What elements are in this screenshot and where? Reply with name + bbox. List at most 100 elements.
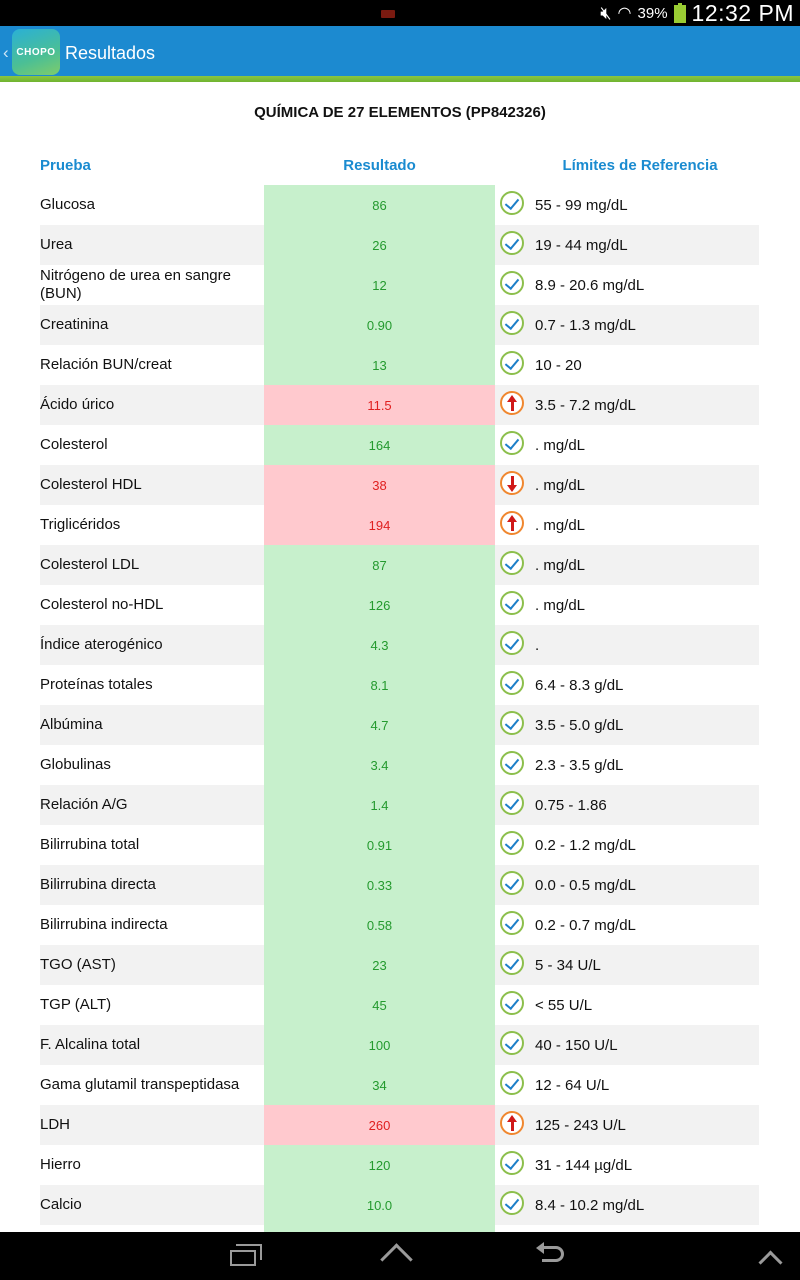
reference-range: 0.7 - 1.3 mg/dL: [535, 316, 636, 334]
check-circle-icon: [500, 1151, 524, 1175]
results-table: Glucosa 86 55 - 99 mg/dL Urea 26 19 - 44 mg/d…: [40, 185, 759, 1232]
reference-range: 2.3 - 3.5 g/dL: [535, 756, 624, 774]
table-row: Glucosa 86 55 - 99 mg/dL: [40, 185, 759, 225]
table-row: Proteínas totales 8.1 6.4 - 8.3 g/dL: [40, 665, 759, 705]
result-value: 45: [264, 985, 495, 1025]
check-circle-icon: [500, 231, 524, 255]
table-row: TGP (ALT) 45 < 55 U/L: [40, 985, 759, 1025]
reference-range: 0.0 - 0.5 mg/dL: [535, 876, 636, 894]
result-value: 87: [264, 545, 495, 585]
reference-range: 55 - 99 mg/dL: [535, 196, 628, 214]
test-name: Glucosa: [40, 196, 96, 213]
check-circle-icon: [500, 711, 524, 735]
check-circle-icon: [500, 1031, 524, 1055]
table-row: Nitrógeno de urea en sangre (BUN) 12 8.9 -…: [40, 265, 759, 305]
reference-range: 8.9 - 20.6 mg/dL: [535, 276, 645, 294]
reference-range: 5 - 34 U/L: [535, 956, 601, 974]
results-content[interactable]: QUÍMICA DE 27 ELEMENTOS (PP842326) Prueb…: [0, 82, 800, 1232]
check-circle-icon: [500, 671, 524, 695]
check-circle-icon: [500, 751, 524, 775]
test-name: [40, 1225, 260, 1232]
test-name: Triglicéridos: [40, 516, 121, 533]
test-name: TGP (ALT): [40, 996, 112, 1013]
reference-range: 6.4 - 8.3 g/dL: [535, 676, 624, 694]
arrow-down-circle-icon: [500, 471, 524, 495]
table-row: [40, 1225, 759, 1232]
table-row: Colesterol 164 . mg/dL: [40, 425, 759, 465]
table-row: Gama glutamil transpeptidasa 34 12 - 64 U/…: [40, 1065, 759, 1105]
check-circle-icon: [500, 1071, 524, 1095]
table-row: Colesterol no-HDL 126 . mg/dL: [40, 585, 759, 625]
reference-range: .: [535, 636, 540, 654]
app-logo[interactable]: CHOPO: [12, 29, 60, 75]
test-name: Bilirrubina total: [40, 836, 140, 853]
reference-range: 19 - 44 mg/dL: [535, 236, 628, 254]
table-row: Ácido úrico 11.5 3.5 - 7.2 mg/dL: [40, 385, 759, 425]
reference-range: . mg/dL: [535, 596, 586, 614]
result-value: [264, 1225, 495, 1232]
result-value: 11.5: [264, 385, 495, 425]
result-value: 100: [264, 1025, 495, 1065]
reference-range: . mg/dL: [535, 516, 586, 534]
check-circle-icon: [500, 631, 524, 655]
test-name: Índice aterogénico: [40, 636, 163, 653]
test-name: Nitrógeno de urea en sangre (BUN): [40, 267, 231, 302]
check-circle-icon: [500, 791, 524, 815]
reference-range: 0.75 - 1.86: [535, 796, 607, 814]
reference-range: . mg/dL: [535, 476, 586, 494]
test-name: Colesterol HDL: [40, 476, 142, 493]
status-time: 12:32 PM: [691, 0, 794, 26]
navigation-bar: [0, 1232, 800, 1280]
reference-range: . mg/dL: [535, 436, 586, 454]
reference-range: 10 - 20: [535, 356, 582, 374]
status-indicators: 🔇︎ ◠ 39% 12:32 PM: [600, 0, 794, 26]
result-value: 164: [264, 425, 495, 465]
check-circle-icon: [500, 871, 524, 895]
test-name: Proteínas totales: [40, 676, 153, 693]
check-circle-icon: [500, 551, 524, 575]
table-row: Hierro 120 31 - 144 µg/dL: [40, 1145, 759, 1185]
check-circle-icon: [500, 1191, 524, 1215]
action-bar: ‹ CHOPO Resultados: [0, 26, 800, 76]
table-row: Relación BUN/creat 13 10 - 20: [40, 345, 759, 385]
table-row: Albúmina 4.7 3.5 - 5.0 g/dL: [40, 705, 759, 745]
test-name: LDH: [40, 1116, 71, 1133]
table-row: TGO (AST) 23 5 - 34 U/L: [40, 945, 759, 985]
reference-range: 125 - 243 U/L: [535, 1116, 626, 1134]
test-name: Gama glutamil transpeptidasa: [40, 1076, 240, 1093]
result-value: 3.4: [264, 745, 495, 785]
check-circle-icon: [500, 311, 524, 335]
check-circle-icon: [500, 911, 524, 935]
table-row: Bilirrubina directa 0.33 0.0 - 0.5 mg/dL: [40, 865, 759, 905]
test-name: Bilirrubina indirecta: [40, 916, 168, 933]
result-value: 26: [264, 225, 495, 265]
result-value: 34: [264, 1065, 495, 1105]
test-name: Relación BUN/creat: [40, 356, 172, 373]
check-circle-icon: [500, 591, 524, 615]
test-name: Bilirrubina directa: [40, 876, 156, 893]
result-value: 120: [264, 1145, 495, 1185]
back-icon[interactable]: [530, 1240, 580, 1272]
table-row: Urea 26 19 - 44 mg/dL: [40, 225, 759, 265]
result-value: 38: [264, 465, 495, 505]
result-value: 0.90: [264, 305, 495, 345]
reference-range: 3.5 - 7.2 mg/dL: [535, 396, 636, 414]
reference-range: 0.2 - 1.2 mg/dL: [535, 836, 636, 854]
table-row: Triglicéridos 194 . mg/dL: [40, 505, 759, 545]
test-name: Colesterol no-HDL: [40, 596, 164, 613]
result-value: 1.4: [264, 785, 495, 825]
column-header-limites: Límites de Referencia: [562, 157, 718, 174]
chevron-up-icon[interactable]: [748, 1240, 798, 1275]
result-value: 12: [264, 265, 495, 305]
home-icon[interactable]: [375, 1240, 425, 1276]
column-header-prueba: Prueba: [40, 157, 91, 174]
result-value: 86: [264, 185, 495, 225]
accent-strip: [0, 76, 800, 82]
test-name: Urea: [40, 236, 73, 253]
chevron-left-icon[interactable]: ‹: [3, 43, 9, 62]
table-row: Colesterol LDL 87 . mg/dL: [40, 545, 759, 585]
recent-apps-icon[interactable]: [220, 1240, 270, 1272]
test-name: Albúmina: [40, 716, 103, 733]
check-circle-icon: [500, 831, 524, 855]
result-value: 10.0: [264, 1185, 495, 1225]
